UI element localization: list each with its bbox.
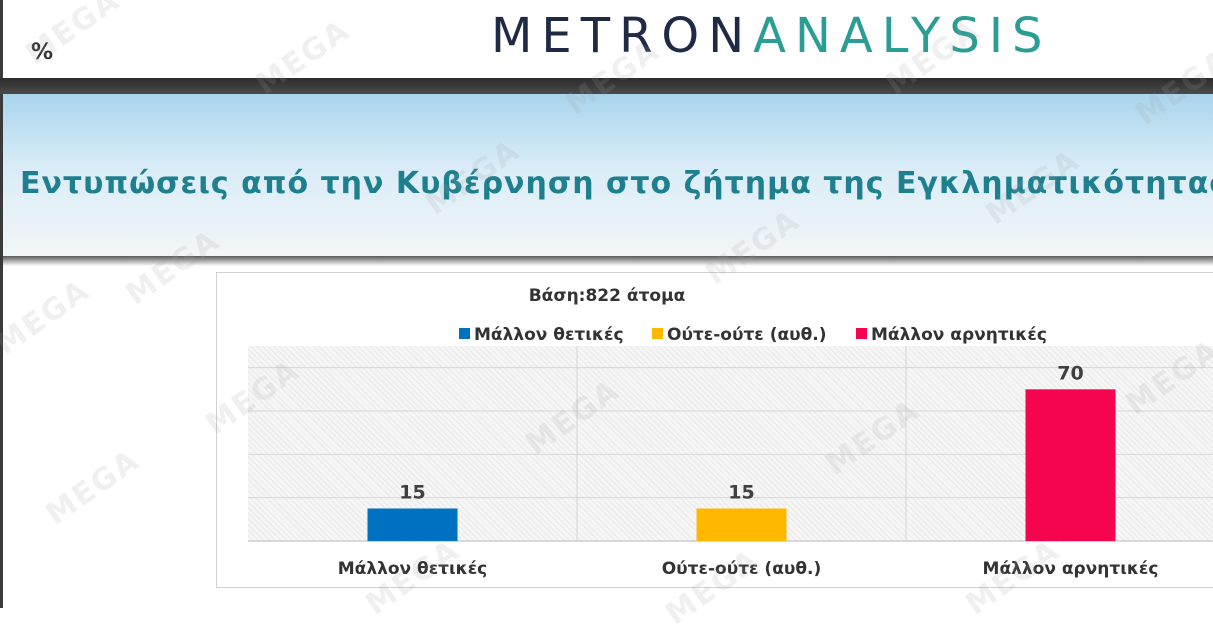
- category-label-2: Ούτε-ούτε (αυθ.): [662, 559, 822, 579]
- chart-title: Βάση:822 άτομα: [528, 286, 686, 306]
- bars: [367, 389, 1116, 541]
- bar-3: [1025, 389, 1116, 541]
- legend-swatch-neutral: [652, 328, 663, 339]
- page-title: Εντυπώσεις από την Κυβέρνηση στο ζήτημα …: [20, 166, 1213, 201]
- data-label-1: 15: [399, 482, 425, 504]
- chart-legend: Μάλλον θετικές Ούτε-ούτε (αυθ.) Μάλλον α…: [0, 325, 1213, 349]
- logo-metron: METRON: [491, 8, 754, 64]
- data-labels: 15 15 70: [399, 362, 1083, 503]
- left-border: [0, 94, 3, 608]
- data-label-3: 70: [1057, 362, 1083, 384]
- legend-item-positive: Μάλλον θετικές: [459, 325, 624, 345]
- percent-symbol: %: [31, 40, 54, 65]
- data-label-2: 15: [728, 482, 754, 504]
- category-labels: Μάλλον θετικές Ούτε-ούτε (αυθ.) Μάλλον αρν…: [338, 559, 1159, 579]
- logo-analysis: ANALYSIS: [753, 8, 1052, 64]
- legend-item-neutral: Ούτε-ούτε (αυθ.): [652, 325, 827, 345]
- legend-label-positive: Μάλλον θετικές: [474, 325, 624, 345]
- category-label-3: Μάλλον αρνητικές: [983, 559, 1159, 579]
- legend-swatch-positive: [459, 328, 470, 339]
- bar-1: [367, 508, 458, 541]
- metronanalysis-logo: METRONANALYSIS: [491, 6, 1051, 66]
- legend-label-negative: Μάλλον αρνητικές: [871, 325, 1047, 345]
- category-label-1: Μάλλον θετικές: [338, 559, 488, 579]
- title-banner-shadow: [0, 256, 1213, 266]
- header-bar: % METRONANALYSIS: [0, 0, 1213, 78]
- bar-2: [696, 508, 787, 541]
- title-banner: [3, 94, 1213, 256]
- legend-swatch-negative: [856, 328, 867, 339]
- legend-label-neutral: Ούτε-ούτε (αυθ.): [667, 325, 827, 345]
- header-divider: [0, 78, 1213, 94]
- legend-item-negative: Μάλλον αρνητικές: [856, 325, 1047, 345]
